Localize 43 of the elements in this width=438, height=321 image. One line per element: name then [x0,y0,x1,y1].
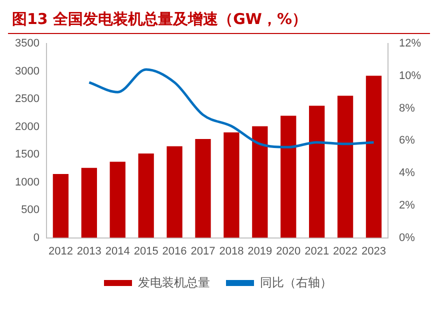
x-tick-label: 2018 [219,245,244,258]
y2-tick-label: 4% [398,167,416,180]
x-tick-label: 2012 [48,245,73,258]
x-tick-label: 2013 [76,245,102,258]
bar [337,96,354,238]
y2-tick-label: 0% [398,232,416,244]
bar [52,174,69,238]
y-tick-label: 0 [33,232,40,244]
x-tick-label: 2021 [304,245,330,258]
y2-tick-label: 6% [398,134,416,147]
bar [166,146,182,238]
bar [224,132,240,238]
bar [252,126,268,238]
bar [110,162,126,238]
y2-tick-label: 12% [398,38,422,50]
x-tick-label: 2014 [105,245,130,258]
bar [195,139,211,238]
x-tick-label: 2017 [190,245,216,258]
x-tick-label: 2016 [162,245,187,258]
bar [280,116,296,238]
line-series [88,68,376,148]
y-tick-label: 2500 [14,93,40,106]
x-tick-label: 2015 [134,245,158,258]
y2-tick-label: 8% [398,102,416,114]
y2-tick-label: 2% [398,199,416,212]
x-tick-label: 2022 [333,245,358,258]
legend-label: 同比（右轴） [260,275,332,290]
x-tick-label: 2019 [248,245,272,258]
bar [366,76,382,238]
y2-tick-label: 10% [398,70,422,82]
y-tick-label: 500 [21,204,40,216]
y-tick-label: 1500 [14,148,40,161]
x-tick-label: 2020 [276,245,301,258]
y-tick-label: 1000 [14,176,40,188]
chart-title: 图13 全国发电装机总量及增速（GW，%） [8,8,430,34]
x-tick-label: 2023 [362,245,386,258]
y-tick-label: 2000 [14,120,40,133]
bar [138,153,154,238]
y-tick-label: 3000 [14,65,40,78]
bar [309,106,325,238]
legend-label: 发电装机总量 [138,275,210,290]
y-tick-label: 3500 [14,38,40,50]
bar [81,168,97,238]
